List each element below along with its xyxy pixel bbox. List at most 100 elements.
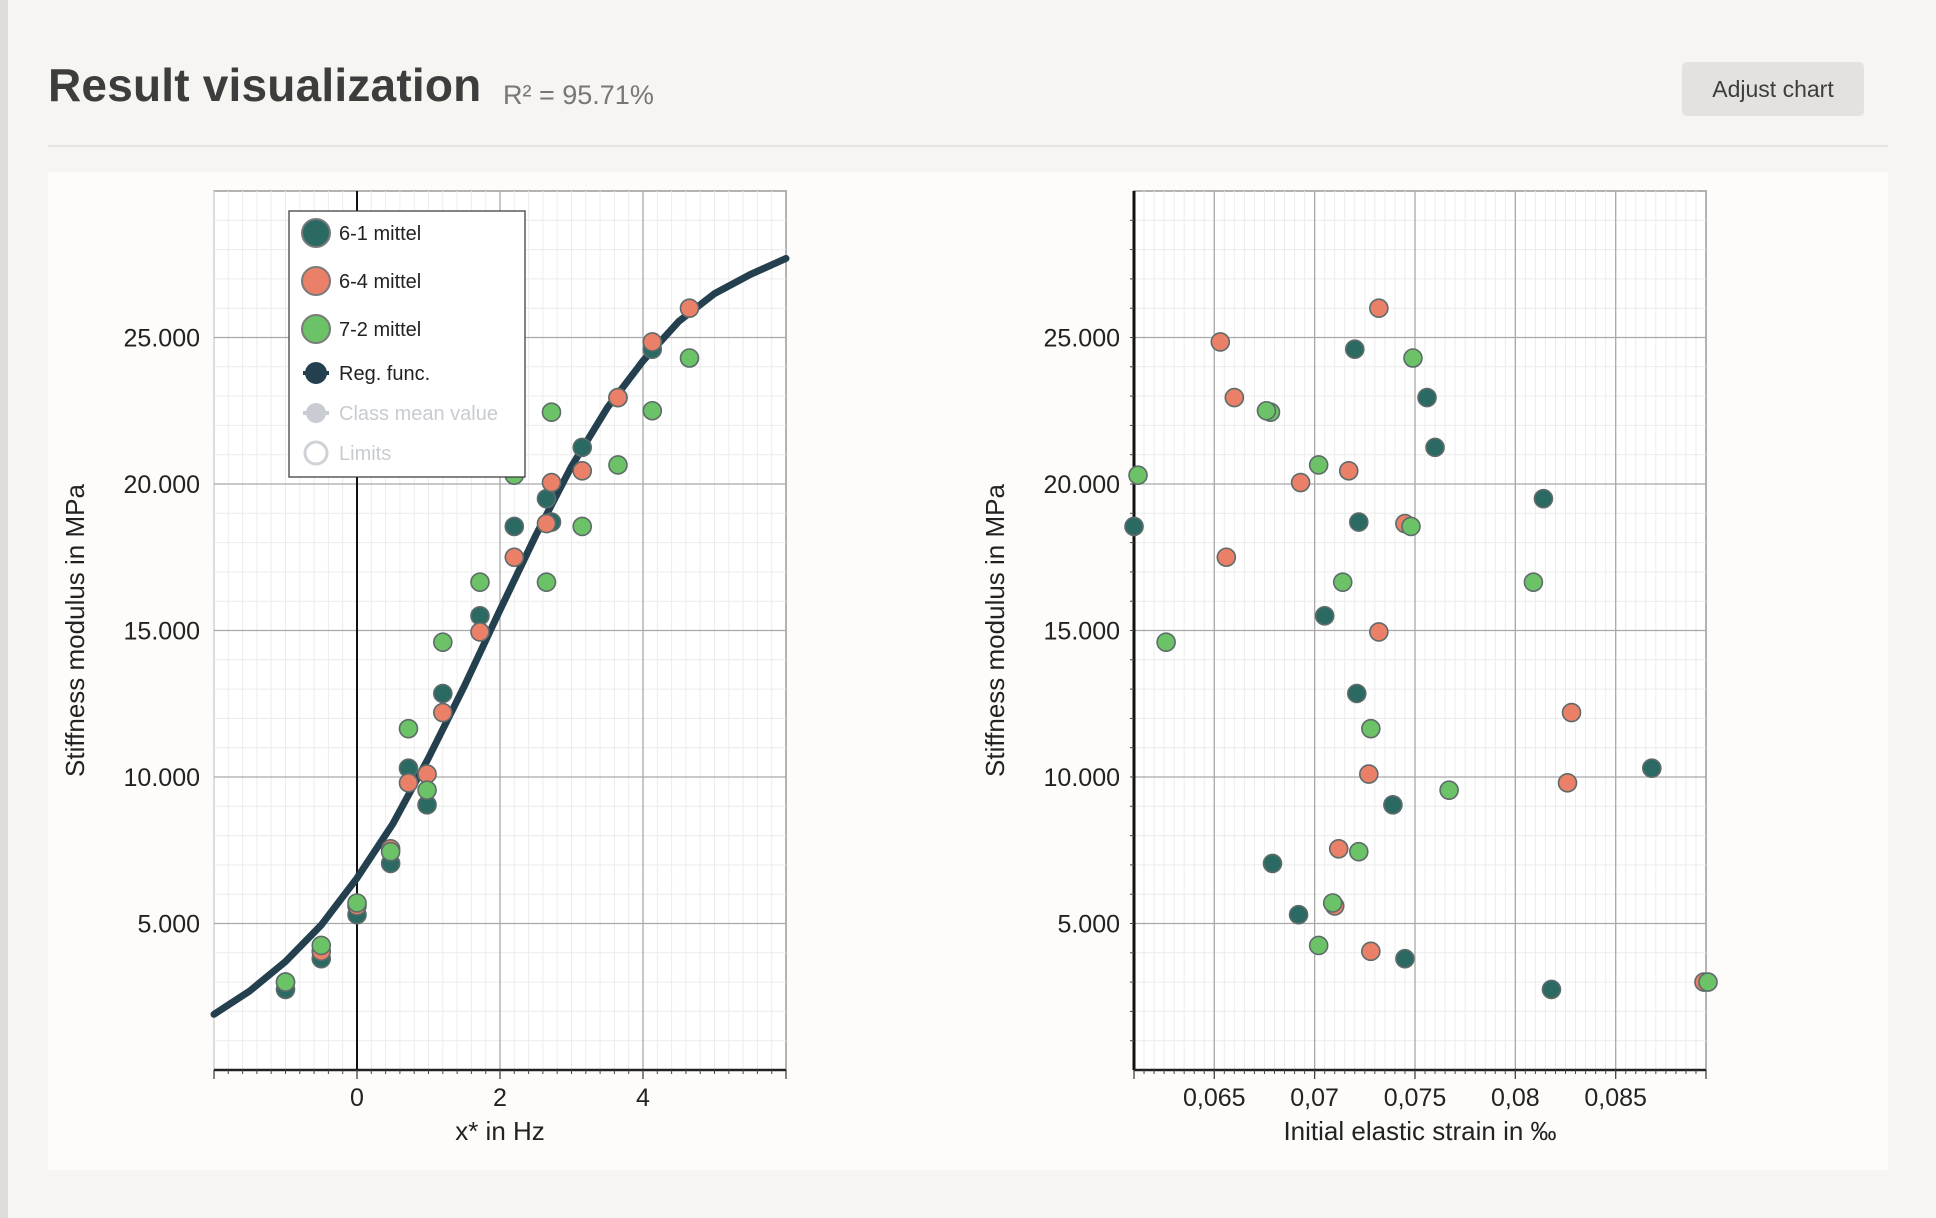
data-point-7-2-mittel bbox=[432, 632, 453, 653]
legend-item[interactable]: 6-1 mittel bbox=[301, 218, 421, 248]
r-squared-value: R² = 95.71% bbox=[503, 80, 654, 110]
legend-label: Limits bbox=[339, 443, 391, 465]
chart-1-data bbox=[1124, 298, 1718, 1000]
data-point-6-1-mittel bbox=[1314, 606, 1335, 626]
data-point-6-1-mittel bbox=[1425, 437, 1445, 458]
data-point-7-2-mittel bbox=[642, 400, 663, 421]
x-axis-label: Initial elastic strain in ‰ bbox=[1283, 1116, 1556, 1146]
legend: 6-1 mittel 6-4 mittel 7-2 mittel Reg. func.… bbox=[288, 210, 526, 478]
data-point-6-1-mittel bbox=[1383, 795, 1403, 815]
data-point-6-4-mittel bbox=[470, 622, 490, 642]
data-point-7-2-mittel bbox=[275, 972, 296, 992]
data-point-6-4-mittel bbox=[398, 773, 419, 793]
legend-marker-icon bbox=[301, 314, 331, 344]
data-point-6-4-mittel bbox=[572, 461, 593, 481]
y-minor-ticks bbox=[1130, 219, 1134, 1042]
data-point-6-4-mittel bbox=[1210, 332, 1231, 352]
data-point-6-1-mittel bbox=[432, 683, 453, 704]
data-point-6-4-mittel bbox=[1290, 472, 1311, 493]
y-tick-label: 20.000 bbox=[1044, 471, 1120, 499]
x-tick-label: 0,07 bbox=[1290, 1084, 1339, 1112]
data-point-7-2-mittel bbox=[572, 516, 593, 537]
x-tick-label: 2 bbox=[493, 1084, 507, 1112]
legend-item[interactable]: 6-4 mittel bbox=[301, 266, 421, 296]
data-point-7-2-mittel bbox=[1308, 455, 1329, 475]
legend-marker-icon bbox=[301, 218, 331, 248]
data-point-6-4-mittel bbox=[1328, 838, 1349, 859]
legend-item[interactable]: Class mean value bbox=[303, 403, 498, 425]
data-point-6-1-mittel bbox=[1262, 853, 1283, 874]
data-point-7-2-mittel bbox=[1439, 780, 1459, 800]
y-axis-label: Stiffness modulus in MPa bbox=[980, 484, 1010, 777]
data-point-6-4-mittel bbox=[504, 547, 525, 568]
y-tick-label: 15.000 bbox=[124, 618, 200, 646]
y-tick-label: 15.000 bbox=[1044, 618, 1120, 646]
data-point-7-2-mittel bbox=[1401, 516, 1421, 537]
data-point-7-2-mittel bbox=[1322, 893, 1343, 913]
data-point-6-1-mittel bbox=[536, 488, 557, 509]
data-point-6-1-mittel bbox=[1348, 512, 1369, 532]
data-point-6-1-mittel bbox=[1124, 516, 1144, 537]
y-tick-label: 10.000 bbox=[124, 764, 200, 792]
data-point-7-2-mittel bbox=[380, 841, 401, 862]
adjust-chart-button[interactable]: Adjust chart bbox=[1682, 62, 1864, 116]
y-tick-label: 10.000 bbox=[1044, 764, 1120, 792]
data-point-6-1-mittel bbox=[572, 437, 593, 458]
chart-1-plot: 0,065 0,07 0,075 0,08 0,085 5.000 10.000 15.000… bbox=[980, 190, 1707, 1146]
legend-ring-icon bbox=[303, 440, 329, 466]
legend-label: Reg. func. bbox=[339, 363, 430, 385]
data-point-6-4-mittel bbox=[1216, 547, 1237, 568]
legend-item[interactable]: Reg. func. bbox=[303, 362, 430, 385]
data-point-7-2-mittel bbox=[608, 455, 628, 475]
chart-0-data bbox=[210, 254, 790, 1018]
data-point-6-1-mittel bbox=[470, 606, 490, 626]
regression-chart: 0 2 4 5.000 10.000 15.000 20.000 25.000 x* in Hz… bbox=[60, 190, 790, 1146]
x-tick-label: 0 bbox=[350, 1084, 364, 1112]
data-point-6-4-mittel bbox=[1561, 702, 1582, 723]
major-grid bbox=[1134, 191, 1706, 1070]
legend-item[interactable]: Limits bbox=[303, 440, 391, 466]
legend-dot-icon bbox=[305, 362, 327, 384]
y-tick-label: 20.000 bbox=[124, 471, 200, 499]
data-point-7-2-mittel bbox=[1256, 400, 1277, 421]
data-point-6-4-mittel bbox=[1557, 773, 1578, 793]
y-axis-label: Stiffness modulus in MPa bbox=[60, 484, 90, 777]
page-title: Result visualization bbox=[48, 59, 482, 111]
data-point-7-2-mittel bbox=[1698, 972, 1718, 992]
data-point-7-2-mittel bbox=[347, 893, 367, 913]
legend-label: 6-4 mittel bbox=[339, 271, 421, 293]
data-point-6-1-mittel bbox=[1395, 948, 1415, 969]
data-point-6-4-mittel bbox=[642, 332, 663, 352]
y-tick-label: 5.000 bbox=[137, 911, 200, 939]
x-tick-label: 4 bbox=[636, 1084, 650, 1112]
header: Result visualization R² = 95.71% Adjust … bbox=[48, 58, 1864, 148]
data-point-7-2-mittel bbox=[1523, 572, 1544, 592]
data-point-6-4-mittel bbox=[541, 472, 562, 493]
data-point-7-2-mittel bbox=[536, 572, 557, 592]
data-point-7-2-mittel bbox=[417, 780, 437, 800]
data-point-7-2-mittel bbox=[1308, 935, 1329, 956]
data-point-6-1-mittel bbox=[1346, 683, 1367, 704]
x-tick-label: 0,065 bbox=[1183, 1084, 1246, 1112]
data-point-7-2-mittel bbox=[679, 348, 700, 368]
data-point-6-4-mittel bbox=[1369, 622, 1389, 642]
x-tick-label: 0,075 bbox=[1384, 1084, 1447, 1112]
data-point-6-1-mittel bbox=[504, 516, 525, 537]
data-point-6-1-mittel bbox=[1417, 387, 1437, 408]
data-point-6-4-mittel bbox=[1338, 461, 1359, 481]
legend-marker-icon bbox=[301, 266, 331, 296]
data-point-7-2-mittel bbox=[1332, 572, 1353, 592]
legend-box bbox=[288, 210, 526, 478]
data-point-6-4-mittel bbox=[1369, 298, 1389, 318]
legend-label: 7-2 mittel bbox=[339, 319, 421, 341]
data-point-6-4-mittel bbox=[1224, 387, 1245, 408]
data-point-6-1-mittel bbox=[1344, 339, 1365, 360]
data-point-6-4-mittel bbox=[1359, 764, 1379, 784]
data-point-6-1-mittel bbox=[1533, 488, 1554, 509]
data-point-7-2-mittel bbox=[1128, 465, 1148, 486]
data-point-7-2-mittel bbox=[398, 718, 419, 739]
y-tick-label: 25.000 bbox=[1044, 325, 1120, 353]
data-point-6-4-mittel bbox=[417, 764, 437, 784]
y-tick-label: 25.000 bbox=[124, 325, 200, 353]
legend-item[interactable]: 7-2 mittel bbox=[301, 314, 421, 344]
